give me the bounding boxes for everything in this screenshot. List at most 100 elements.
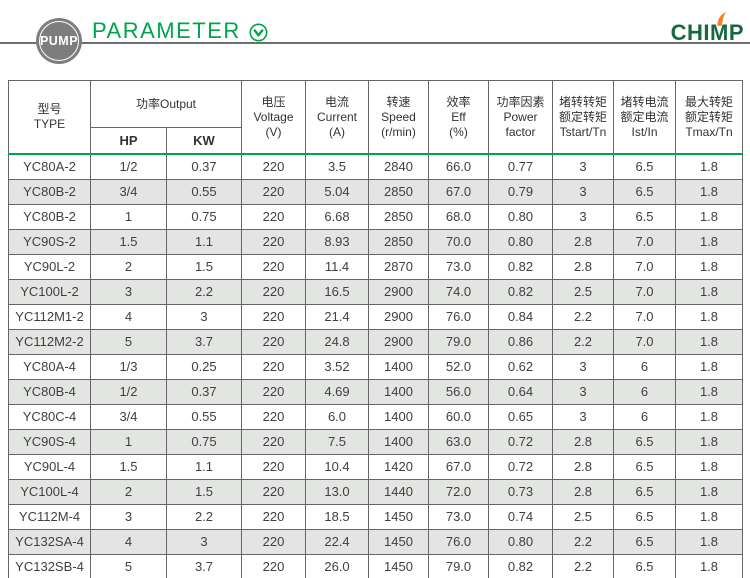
- table-cell: 7.0: [613, 279, 676, 305]
- table-cell: 220: [241, 429, 306, 455]
- header-line: 电流: [324, 94, 349, 109]
- table-cell: 73.0: [428, 504, 489, 530]
- table-cell: 68.0: [428, 204, 489, 230]
- table-cell: 0.80: [488, 529, 553, 555]
- col-header-tmax: 最大转矩 额定转矩 Tmax/Tn: [675, 80, 743, 155]
- table-cell: 6.5: [613, 179, 676, 205]
- table-cell: 1450: [368, 554, 429, 578]
- table-row: YC112M1-2 4 3 220 21.4 2900 76.0 0.84 2.2 7.0 1.8: [8, 304, 743, 330]
- table-cell: 1/2: [90, 153, 167, 180]
- col-header-power-factor: 功率因素 Power factor: [488, 80, 553, 155]
- table-cell: 21.4: [305, 304, 369, 330]
- col-header-kw: KW: [166, 127, 242, 155]
- table-cell: 1/3: [90, 354, 167, 380]
- header-line: (%): [449, 124, 468, 139]
- table-cell: 3/4: [90, 404, 167, 430]
- table-cell: 67.0: [428, 454, 489, 480]
- table-cell: 1400: [368, 379, 429, 405]
- table-cell: 1400: [368, 404, 429, 430]
- table-cell: 0.25: [166, 354, 242, 380]
- table-cell: 8.93: [305, 229, 369, 255]
- table-cell: 3: [90, 279, 167, 305]
- header-line: 额定转矩: [558, 109, 607, 124]
- table-cell: 220: [241, 204, 306, 230]
- table-cell: 6.5: [613, 504, 676, 530]
- table-cell: 0.37: [166, 379, 242, 405]
- table-cell: 7.0: [613, 229, 676, 255]
- table-cell: 1450: [368, 529, 429, 555]
- cell-type: YC90L-4: [8, 454, 91, 480]
- col-header-voltage: 电压 Voltage (V): [241, 80, 306, 155]
- table-cell: 10.4: [305, 454, 369, 480]
- table-cell: 220: [241, 529, 306, 555]
- table-header: 型号 TYPE 功率Output 电压 Voltage (V) 电流 Curre…: [8, 80, 743, 155]
- table-cell: 0.82: [488, 254, 553, 280]
- table-cell: 0.82: [488, 279, 553, 305]
- table-cell: 220: [241, 404, 306, 430]
- header-line: (r/min): [381, 124, 416, 139]
- table-cell: 0.77: [488, 153, 553, 180]
- header-line: 额定转矩: [684, 109, 733, 124]
- table-cell: 6.68: [305, 204, 369, 230]
- header-line: 效率: [446, 94, 471, 109]
- table-cell: 0.62: [488, 354, 553, 380]
- header-line: Ist/In: [631, 124, 658, 139]
- table-row: YC112M-4 3 2.2 220 18.5 1450 73.0 0.74 2.5 6.5 1.8: [8, 504, 743, 530]
- table-cell: 4.69: [305, 379, 369, 405]
- table-cell: 2.5: [552, 504, 614, 530]
- table-cell: 1.5: [166, 254, 242, 280]
- table-cell: 3: [166, 529, 242, 555]
- page-title: PARAMETER: [92, 18, 241, 43]
- table-cell: 1420: [368, 454, 429, 480]
- table-cell: 1.8: [675, 153, 743, 180]
- table-cell: 220: [241, 554, 306, 578]
- table-cell: 1.8: [675, 204, 743, 230]
- table-cell: 1.8: [675, 404, 743, 430]
- table-cell: 3: [552, 404, 614, 430]
- table-cell: 2.2: [166, 504, 242, 530]
- table-cell: 4: [90, 529, 167, 555]
- cell-type: YC90S-4: [8, 429, 91, 455]
- table-cell: 2.5: [552, 279, 614, 305]
- table-cell: 6.5: [613, 454, 676, 480]
- table-cell: 0.79: [488, 179, 553, 205]
- table-row: YC100L-4 2 1.5 220 13.0 1440 72.0 0.73 2.8 6.5 1.8: [8, 479, 743, 505]
- table-cell: 1.8: [675, 179, 743, 205]
- table-cell: 1.8: [675, 254, 743, 280]
- table-cell: 6.0: [305, 404, 369, 430]
- table-cell: 2.8: [552, 454, 614, 480]
- table-cell: 1.1: [166, 229, 242, 255]
- header-line: (A): [329, 124, 345, 139]
- table-row: YC90S-2 1.5 1.1 220 8.93 2850 70.0 0.80 2.8 7.0 1.…: [8, 229, 743, 255]
- header-line: Voltage: [253, 109, 294, 124]
- cell-type: YC90L-2: [8, 254, 91, 280]
- header-line: 转速: [386, 94, 411, 109]
- table-cell: 220: [241, 304, 306, 330]
- header-line: 功率Output: [135, 96, 197, 111]
- table-cell: 1.5: [90, 454, 167, 480]
- cell-type: YC80A-2: [8, 153, 91, 180]
- table-row: YC80B-4 1/2 0.37 220 4.69 1400 56.0 0.64 3 6 1.8: [8, 379, 743, 405]
- cell-type: YC112M2-2: [8, 329, 91, 355]
- table-cell: 0.84: [488, 304, 553, 330]
- table-row: YC132SB-4 5 3.7 220 26.0 1450 79.0 0.82 2.2 6.5 1.…: [8, 554, 743, 578]
- table-cell: 2900: [368, 279, 429, 305]
- table-row: YC90L-4 1.5 1.1 220 10.4 1420 67.0 0.72 2.8 6.5 1.…: [8, 454, 743, 480]
- table-cell: 220: [241, 329, 306, 355]
- table-cell: 2.8: [552, 429, 614, 455]
- table-cell: 0.80: [488, 229, 553, 255]
- table-cell: 13.0: [305, 479, 369, 505]
- table-cell: 6: [613, 354, 676, 380]
- table-cell: 7.0: [613, 304, 676, 330]
- cell-type: YC132SA-4: [8, 529, 91, 555]
- table-cell: 0.55: [166, 179, 242, 205]
- header-line: Speed: [381, 109, 416, 124]
- table-cell: 3: [90, 504, 167, 530]
- table-cell: 72.0: [428, 479, 489, 505]
- table-cell: 0.65: [488, 404, 553, 430]
- table-cell: 0.64: [488, 379, 553, 405]
- table-row: YC80B-2 1 0.75 220 6.68 2850 68.0 0.80 3 6.5 1.8: [8, 204, 743, 230]
- table-row: YC100L-2 3 2.2 220 16.5 2900 74.0 0.82 2.5 7.0 1.8: [8, 279, 743, 305]
- header-line: 型号: [37, 102, 62, 116]
